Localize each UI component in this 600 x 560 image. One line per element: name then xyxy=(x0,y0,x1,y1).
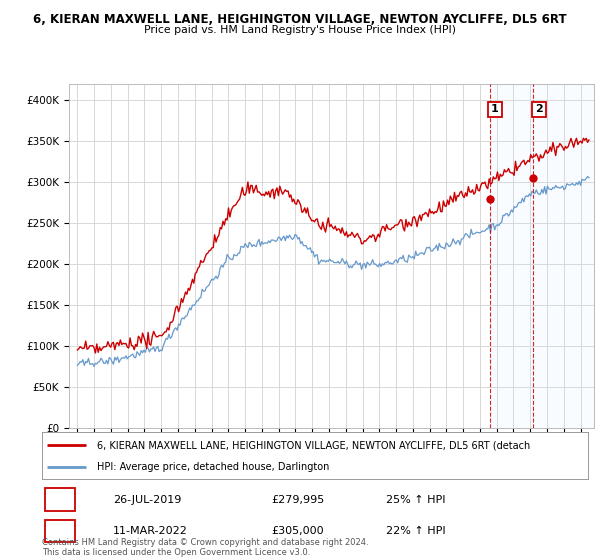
Text: 6, KIERAN MAXWELL LANE, HEIGHINGTON VILLAGE, NEWTON AYCLIFFE, DL5 6RT (detach: 6, KIERAN MAXWELL LANE, HEIGHINGTON VILL… xyxy=(97,440,530,450)
Text: Price paid vs. HM Land Registry's House Price Index (HPI): Price paid vs. HM Land Registry's House … xyxy=(144,25,456,35)
Text: 1: 1 xyxy=(491,105,499,114)
Text: £305,000: £305,000 xyxy=(271,526,324,536)
Text: 11-MAR-2022: 11-MAR-2022 xyxy=(113,526,188,536)
Text: 6, KIERAN MAXWELL LANE, HEIGHINGTON VILLAGE, NEWTON AYCLIFFE, DL5 6RT: 6, KIERAN MAXWELL LANE, HEIGHINGTON VILL… xyxy=(33,13,567,26)
Text: £279,995: £279,995 xyxy=(271,494,325,505)
Bar xyxy=(490,84,594,428)
Bar xyxy=(45,520,75,542)
Text: 1: 1 xyxy=(56,494,64,505)
Text: 2: 2 xyxy=(56,526,64,536)
Text: 25% ↑ HPI: 25% ↑ HPI xyxy=(386,494,445,505)
Text: 2: 2 xyxy=(535,105,543,114)
Text: HPI: Average price, detached house, Darlington: HPI: Average price, detached house, Darl… xyxy=(97,462,329,472)
Text: Contains HM Land Registry data © Crown copyright and database right 2024.
This d: Contains HM Land Registry data © Crown c… xyxy=(42,538,368,557)
Text: 22% ↑ HPI: 22% ↑ HPI xyxy=(386,526,446,536)
Bar xyxy=(45,488,75,511)
Text: 26-JUL-2019: 26-JUL-2019 xyxy=(113,494,181,505)
